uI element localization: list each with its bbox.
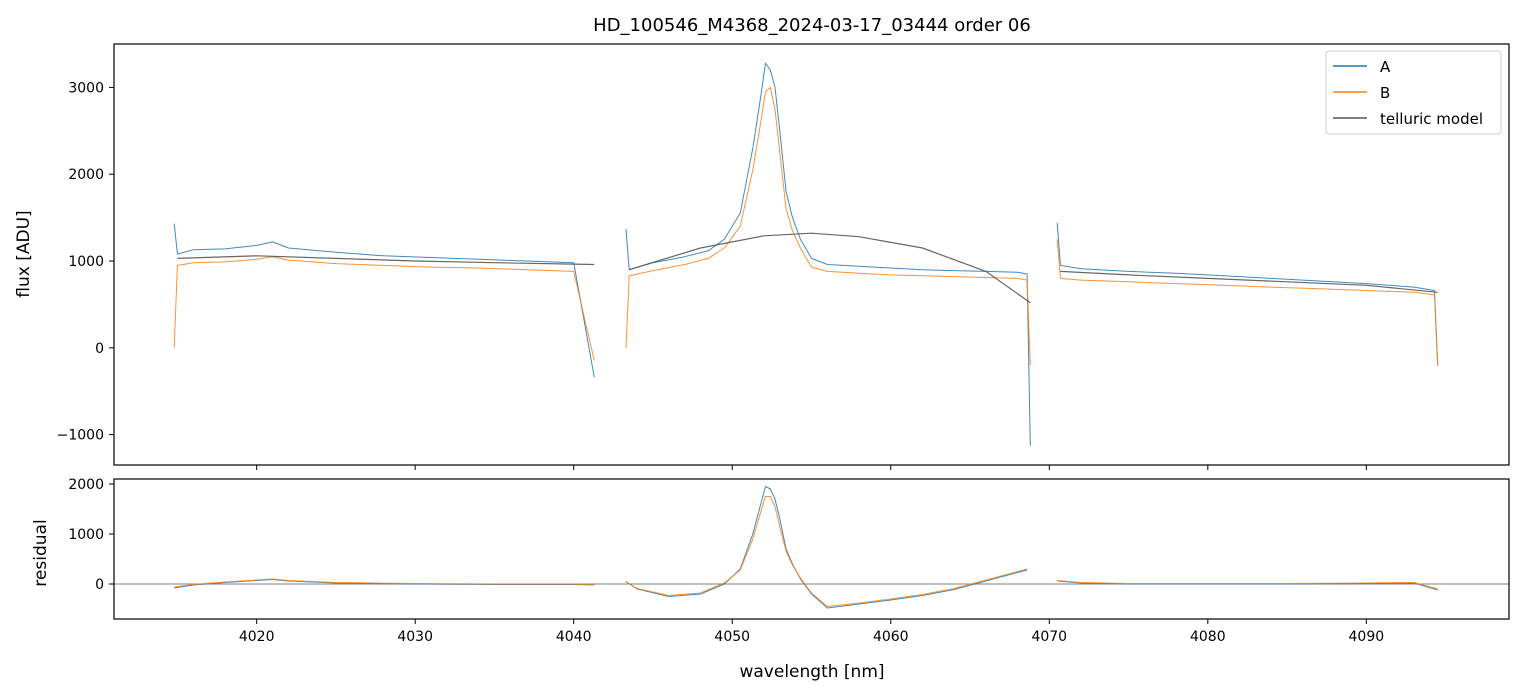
residual-x-ticks: 4020 4030 4040 4050 4060 4070 4080 4090 <box>239 619 1384 645</box>
legend-label-a: A <box>1380 58 1391 76</box>
residual-series-a-segment-2 <box>625 486 1028 609</box>
residual-x-tick-label-4020: 4020 <box>239 629 275 645</box>
residual-x-tick-label-4060: 4060 <box>873 629 909 645</box>
legend-box <box>1325 50 1502 135</box>
residual-x-tick-label-4070: 4070 <box>1031 629 1067 645</box>
main-y-tick-label-2000: 2000 <box>68 167 104 183</box>
main-y-axis-label: flux [ADU] <box>14 210 34 297</box>
residual-x-tick-label-4050: 4050 <box>714 629 750 645</box>
residual-plot-area <box>114 486 1509 609</box>
residual-panel: 4020 4030 4040 4050 4060 4070 4080 4090 0 1000 20… <box>31 477 1510 682</box>
main-y-tick-label-0: 0 <box>95 341 104 357</box>
main-series-b-segment-2 <box>625 86 1031 366</box>
main-series-telluric-model-segment-2 <box>629 232 1031 304</box>
legend: A B telluric model <box>1325 50 1502 135</box>
main-series-a-segment-2 <box>625 62 1031 446</box>
residual-y-tick-label-2000: 2000 <box>68 477 104 493</box>
residual-y-tick-label-1000: 1000 <box>68 527 104 543</box>
legend-label-telluric: telluric model <box>1380 110 1483 128</box>
residual-x-tick-label-4030: 4030 <box>397 629 433 645</box>
residual-series-b-segment-2 <box>625 496 1028 607</box>
main-y-ticks: −1000 0 1000 2000 3000 <box>57 80 114 444</box>
main-panel: −1000 0 1000 2000 3000 flux [ADU] A B tellur… <box>14 43 1510 470</box>
main-axes-frame <box>113 43 1510 466</box>
main-y-tick-label--1000: −1000 <box>57 428 104 444</box>
main-series-telluric-model-segment-1 <box>177 255 595 266</box>
x-axis-label: wavelength [nm] <box>739 662 884 682</box>
residual-x-tick-label-4040: 4040 <box>556 629 592 645</box>
residual-y-tick-label-0: 0 <box>95 577 104 593</box>
residual-y-axis-label: residual <box>31 519 51 586</box>
main-plot-area <box>173 62 1439 446</box>
main-series-b-segment-1 <box>173 256 595 361</box>
chart-title: HD_100546_M4368_2024-03-17_03444 order 0… <box>593 15 1031 36</box>
legend-label-b: B <box>1380 84 1390 102</box>
residual-axes-frame <box>113 478 1510 620</box>
main-series-b-segment-3 <box>1056 239 1439 367</box>
main-series-a-segment-1 <box>173 223 595 378</box>
main-y-tick-label-1000: 1000 <box>68 254 104 270</box>
main-series-a-segment-3 <box>1056 222 1439 366</box>
main-series-telluric-model-segment-3 <box>1060 270 1438 293</box>
residual-x-tick-label-4080: 4080 <box>1190 629 1226 645</box>
main-y-tick-label-3000: 3000 <box>68 80 104 96</box>
main-x-ticks <box>256 465 1367 470</box>
residual-series-b-segment-1 <box>174 578 595 588</box>
residual-series-b-segment-3 <box>1057 580 1438 590</box>
residual-x-tick-label-4090: 4090 <box>1349 629 1385 645</box>
residual-y-ticks: 0 1000 2000 <box>68 477 114 593</box>
